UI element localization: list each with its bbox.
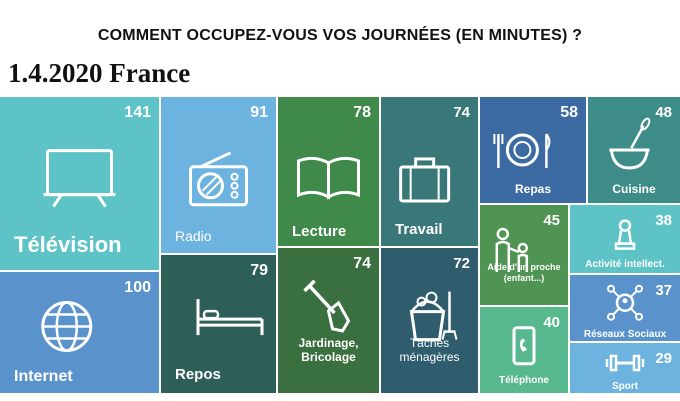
- book-icon: [297, 156, 360, 200]
- bed-icon: [196, 299, 264, 336]
- tile-label: Réseaux Sociaux: [584, 329, 667, 340]
- plate-cutlery-icon: [493, 133, 551, 168]
- tile-value: 40: [543, 314, 560, 331]
- tile-value: 78: [353, 104, 371, 121]
- tile-rect: [278, 248, 379, 393]
- dumbbell-icon: [605, 354, 645, 372]
- tile-shovel: 74 Jardinage, Bricolage: [278, 248, 379, 393]
- tile-book: 78 Lecture: [278, 97, 379, 246]
- tile-radio: 91 Radio: [161, 97, 276, 253]
- television-icon: [43, 149, 116, 208]
- tile-label: Cuisine: [612, 182, 656, 196]
- tile-briefcase: 74 Travail: [381, 97, 478, 246]
- tile-label: Lecture: [292, 223, 346, 240]
- tile-phone: 40 Téléphone: [480, 307, 568, 393]
- tile-value: 141: [124, 104, 151, 121]
- tile-label: Sport: [612, 381, 639, 392]
- phone-icon: [512, 326, 536, 366]
- tile-label: Aide d'un proche (enfant...): [487, 262, 560, 283]
- shovel-icon: [303, 279, 351, 333]
- cleaning-bucket-icon: [409, 291, 458, 342]
- tile-label: Jardinage, Bricolage: [298, 336, 358, 364]
- tile-label: Repas: [515, 182, 551, 196]
- tile-value: 72: [453, 255, 470, 272]
- chart-title: COMMENT OCCUPEZ-VOUS VOS JOURNÉES (EN MI…: [97, 27, 583, 44]
- tile-rect: [381, 248, 478, 393]
- briefcase-icon: [399, 157, 451, 203]
- tile-value: 74: [453, 104, 470, 121]
- mixing-bowl-icon: [609, 117, 651, 170]
- tile-label: Activité intellect.: [585, 259, 665, 270]
- tile-label: Tâches ménagères: [399, 336, 459, 364]
- tile-plate-cutlery: 58 Repas: [480, 97, 586, 203]
- tile-value: 37: [655, 282, 672, 299]
- tile-rect: [570, 275, 680, 341]
- tile-bed: 79 Repos: [161, 255, 276, 393]
- tile-value: 74: [353, 255, 371, 272]
- tile-rect: [381, 97, 478, 246]
- tile-cleaning-bucket: 72 Tâches ménagères: [381, 248, 478, 393]
- tile-television: 141 Télévision: [0, 97, 159, 270]
- tile-mixing-bowl: 48 Cuisine: [588, 97, 680, 203]
- chess-pawn-icon: [614, 219, 636, 250]
- tile-rect: [0, 272, 159, 393]
- tile-label: Repos: [175, 366, 221, 383]
- tile-label: Travail: [395, 221, 443, 238]
- radio-icon: [189, 151, 248, 207]
- parent-child-icon: [495, 227, 529, 272]
- tile-globe: 100 Internet: [0, 272, 159, 393]
- tile-dumbbell: 29 Sport: [570, 343, 680, 393]
- tile-rect: [0, 97, 159, 270]
- tile-value: 100: [124, 279, 151, 296]
- tile-value: 58: [560, 104, 578, 121]
- tile-social-network: 37 Réseaux Sociaux: [570, 275, 680, 341]
- tile-parent-child: 45 Aide d'un proche (enfant...): [480, 205, 568, 305]
- chart-subtitle: 1.4.2020 France: [8, 58, 191, 88]
- tile-label: Radio: [175, 228, 212, 244]
- tile-value: 48: [655, 104, 672, 121]
- globe-icon: [41, 300, 93, 352]
- tile-rect: [570, 205, 680, 273]
- tile-label: Internet: [14, 368, 73, 385]
- social-network-icon: [607, 284, 643, 321]
- tile-chess-pawn: 38 Activité intellect.: [570, 205, 680, 273]
- tile-value: 79: [250, 262, 268, 279]
- tile-rect: [570, 343, 680, 393]
- tile-value: 38: [655, 212, 672, 229]
- tile-value: 45: [543, 212, 560, 229]
- tile-label: Téléphone: [499, 375, 549, 386]
- tile-value: 91: [250, 104, 268, 121]
- tile-value: 29: [655, 350, 672, 367]
- tile-label: Télévision: [14, 232, 122, 257]
